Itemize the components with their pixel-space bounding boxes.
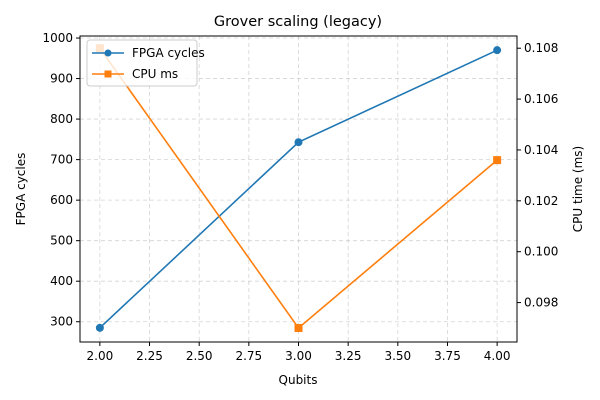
x-tick-label: 2.75	[235, 349, 262, 363]
x-tick-label: 4.00	[484, 349, 511, 363]
y-right-tick-label: 0.100	[524, 245, 558, 259]
x-tick-label: 3.50	[384, 349, 411, 363]
y-tick-label: 900	[50, 72, 73, 86]
x-tick-label: 2.25	[136, 349, 163, 363]
legend-marker-fpga-cycles	[104, 49, 112, 57]
data-point-fpga-cycles	[294, 138, 303, 147]
axes: 2.00 2.25 2.50 2.75 3.00 3.25 3.50 3.75 4.00 300 4…	[42, 31, 558, 363]
y-axis-label: FPGA cycles	[14, 153, 28, 226]
grid	[80, 36, 517, 342]
x-tick-label: 3.75	[434, 349, 461, 363]
y-tick-label: 700	[50, 153, 73, 167]
legend-label-cpu-ms: CPU ms	[132, 67, 178, 81]
legend-marker-cpu-ms	[104, 70, 112, 78]
x-tick-label: 3.25	[335, 349, 362, 363]
chart-title: Grover scaling (legacy)	[214, 14, 382, 30]
y-axis-label-right: CPU time (ms)	[571, 146, 585, 232]
y-tick-label: 800	[50, 112, 73, 126]
y-right-tick-label: 0.108	[524, 41, 558, 55]
y-right-tick-label: 0.106	[524, 92, 558, 106]
data-point-fpga-cycles	[95, 323, 104, 332]
x-tick-label: 3.00	[285, 349, 312, 363]
y-tick-label: 500	[50, 234, 73, 248]
y-tick-label: 400	[50, 274, 73, 288]
legend: FPGA cycles CPU ms	[86, 39, 205, 87]
legend-label-fpga-cycles: FPGA cycles	[132, 46, 205, 60]
y-tick-label: 1000	[42, 31, 73, 45]
x-tick-label: 2.50	[186, 349, 213, 363]
data-point-cpu-ms	[294, 324, 303, 333]
y-tick-label: 600	[50, 193, 73, 207]
y-right-tick-label: 0.102	[524, 194, 558, 208]
series-layer	[95, 44, 502, 333]
data-point-fpga-cycles	[493, 46, 502, 55]
x-axis-label: Qubits	[279, 373, 318, 387]
x-tick-label: 2.00	[87, 349, 114, 363]
y-right-tick-label: 0.098	[524, 296, 558, 310]
data-point-cpu-ms	[493, 156, 502, 165]
y-right-tick-label: 0.104	[524, 143, 558, 157]
y-tick-label: 300	[50, 315, 73, 329]
